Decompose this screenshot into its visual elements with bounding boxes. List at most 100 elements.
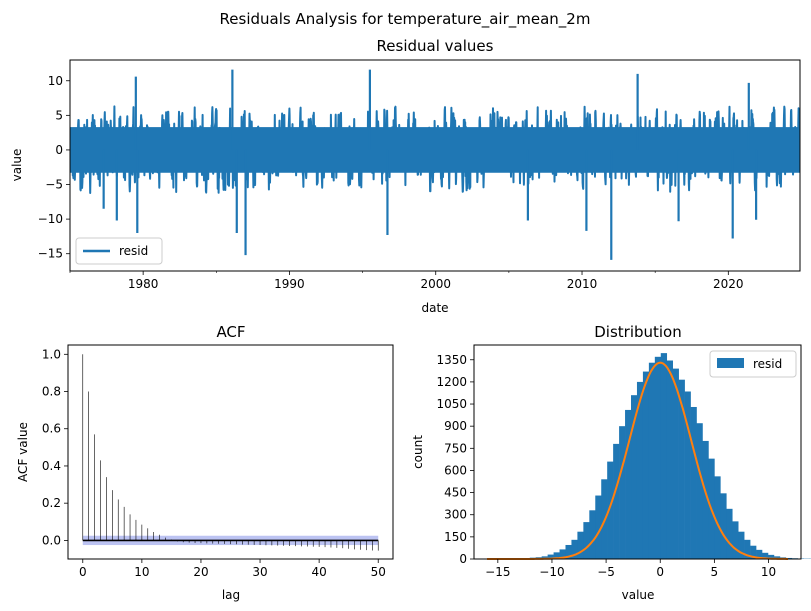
- distribution-plot-area: [487, 353, 811, 560]
- histogram-bin: [571, 539, 578, 559]
- x-tick-label: 10: [761, 565, 776, 579]
- y-tick-label: 0.2: [42, 496, 61, 510]
- residual-values-legend-box: resid: [75, 237, 163, 265]
- histogram-bin: [619, 426, 626, 559]
- histogram-bin: [773, 556, 781, 559]
- histogram-bin: [702, 440, 709, 559]
- residual-values-x-label: date: [421, 301, 448, 315]
- x-tick-label: −15: [485, 565, 510, 579]
- y-tick-label: 0.0: [42, 533, 61, 547]
- x-tick-label: 0: [656, 565, 664, 579]
- y-tick-label: −10: [38, 212, 63, 226]
- distribution-y-label: count: [411, 435, 425, 469]
- acf-x-ticks: 0 10 20 30 40 50: [79, 559, 386, 579]
- histogram-bin: [744, 539, 751, 559]
- y-tick-label: 1200: [436, 375, 467, 389]
- y-tick-label: 0: [459, 552, 467, 566]
- histogram-bin: [613, 443, 620, 559]
- histogram-bin: [648, 362, 656, 559]
- x-tick-label: 2000: [420, 277, 451, 291]
- y-tick-label: 300: [444, 508, 467, 522]
- y-tick-label: 0.8: [42, 385, 61, 399]
- histogram-bin: [738, 531, 745, 559]
- histogram-bin: [785, 557, 793, 559]
- y-tick-label: 10: [48, 74, 63, 88]
- residual-values-title: Residual values: [377, 37, 494, 55]
- acf-y-label: ACF value: [16, 422, 30, 482]
- histogram-bin: [672, 368, 679, 559]
- y-tick-label: 450: [444, 486, 467, 500]
- distribution-y-ticks: 0 150 300 450 600 750 900 1050 1200 1350: [436, 353, 474, 566]
- y-tick-label: 1.0: [42, 347, 61, 361]
- acf-x-label: lag: [222, 588, 240, 602]
- y-tick-label: 1350: [436, 353, 467, 367]
- legend-resid-patch-swatch: [717, 358, 744, 368]
- histogram-bin: [767, 554, 775, 559]
- histogram-bin: [589, 510, 596, 559]
- histogram-bin: [750, 545, 757, 559]
- histogram-bin: [678, 379, 685, 559]
- x-tick-label: −5: [597, 565, 615, 579]
- histogram-bin: [654, 356, 662, 559]
- y-tick-label: 600: [444, 463, 467, 477]
- resid-series-dense-band: [70, 127, 800, 173]
- histogram-bin: [684, 391, 691, 559]
- histogram-bin: [559, 549, 566, 559]
- x-tick-label: 40: [311, 565, 326, 579]
- histogram-bin: [696, 423, 703, 559]
- distribution-title: Distribution: [594, 323, 682, 341]
- x-tick-label: −10: [539, 565, 564, 579]
- y-tick-label: 150: [444, 530, 467, 544]
- distribution-x-ticks: −15 −10 −5 0 5 10: [485, 559, 776, 579]
- x-tick-label: 0: [79, 565, 87, 579]
- histogram-bin: [642, 371, 650, 559]
- x-tick-label: 2020: [713, 277, 744, 291]
- acf-plot-area: [82, 354, 379, 551]
- x-tick-label: 2010: [567, 277, 598, 291]
- histogram-bin: [553, 552, 560, 559]
- histogram-bin: [660, 353, 668, 559]
- x-tick-label: 10: [134, 565, 149, 579]
- distribution-x-label: value: [622, 588, 655, 602]
- histogram-bin: [595, 495, 602, 559]
- residual-values-plot-area: [70, 69, 800, 260]
- y-tick-label: 0.4: [42, 459, 61, 473]
- histogram-bin: [726, 508, 733, 559]
- histogram-bin: [756, 549, 763, 559]
- y-tick-label: 750: [444, 441, 467, 455]
- acf-y-ticks: 0.0 0.2 0.4 0.6 0.8 1.0: [42, 347, 68, 547]
- histogram-bin: [541, 556, 548, 559]
- histogram-bin: [762, 552, 769, 559]
- x-tick-label: 30: [252, 565, 267, 579]
- legend-resid-hist-label: resid: [753, 357, 782, 371]
- acf-title: ACF: [216, 323, 245, 341]
- acf-panel: ACF 0 10 20 30 40 50 0.0 0.2 0.4 0.6 0.8 1.0 lag A…: [16, 323, 394, 602]
- y-tick-label: 5: [55, 108, 63, 122]
- legend-resid-label: resid: [119, 244, 148, 258]
- histogram-bin: [565, 544, 572, 559]
- x-tick-label: 5: [711, 565, 719, 579]
- histogram-bin: [631, 395, 638, 559]
- distribution-legend-box: resid: [709, 350, 797, 378]
- y-tick-label: 0.6: [42, 422, 61, 436]
- y-tick-label: 1050: [436, 397, 467, 411]
- figure-suptitle: Residuals Analysis for temperature_air_m…: [220, 10, 591, 29]
- distribution-panel: Distribution −15 −10 −5 0 5 10 0 150 300 450 600 7…: [411, 323, 811, 602]
- histogram-bin: [625, 409, 632, 559]
- histogram-bin: [583, 522, 590, 559]
- histogram-bin: [732, 521, 739, 559]
- y-tick-label: −5: [45, 178, 63, 192]
- x-tick-label: 1990: [274, 277, 305, 291]
- residual-values-y-ticks: −15 −10 −5 0 5 10: [38, 74, 70, 261]
- x-tick-label: 1980: [128, 277, 159, 291]
- histogram-bin: [714, 476, 721, 559]
- histogram-bin: [690, 406, 697, 559]
- residual-values-y-label: value: [10, 149, 24, 182]
- histogram-bin: [607, 461, 614, 559]
- residual-values-x-ticks: 1980 1990 2000 2010 2020: [69, 271, 744, 291]
- residual-values-axes-frame: [69, 59, 801, 272]
- acf-axes-frame: [67, 344, 394, 560]
- y-tick-label: 0: [55, 143, 63, 157]
- histogram-bin: [636, 381, 644, 559]
